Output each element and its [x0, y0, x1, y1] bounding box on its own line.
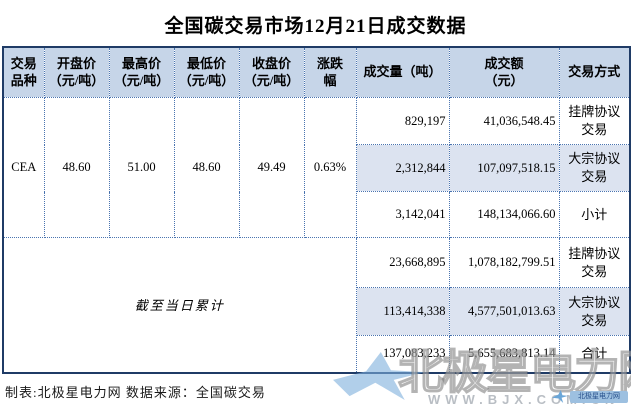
cell-method: 大宗协议交易 [558, 287, 631, 336]
source-attribution: 制表:北极星电力网 数据来源：全国碳交易 [5, 385, 266, 400]
cell-method: 挂牌协议交易 [558, 237, 631, 288]
cell-amount: 5,655,683,813.14 [448, 335, 560, 373]
cell-low-price: 48.60 [173, 97, 240, 238]
page-title: 全国碳交易市场12月21日成交数据 [164, 16, 467, 37]
cell-variety: CEA [2, 97, 45, 238]
header-low-price: 最低价 （元/吨） [173, 46, 240, 98]
cell-open-price: 48.60 [43, 97, 110, 238]
header-variety: 交易 品种 [2, 46, 45, 98]
header-close-price: 收盘价 （元/吨） [238, 46, 305, 98]
cell-method: 大宗协议交易 [558, 144, 631, 192]
header-volume: 成交量（吨） [355, 46, 450, 98]
cell-volume: 829,197 [355, 97, 450, 145]
cell-amount: 41,036,548.45 [448, 97, 560, 145]
cell-cumulative-label: 截至当日累计 [2, 237, 357, 373]
bjx-mini-logo-text: 北极星电力网 [570, 390, 628, 403]
cell-high-price: 51.00 [108, 97, 175, 238]
table-row: CEA 48.60 51.00 48.60 49.49 0.63% 829,19… [2, 97, 631, 238]
cell-amount: 4,577,501,013.63 [448, 287, 560, 336]
cell-change: 0.63% [303, 97, 357, 238]
cell-total-label: 合计 [558, 335, 631, 373]
cell-amount: 1,078,182,799.51 [448, 237, 560, 288]
bjx-mini-logo: 北极星电力网 [552, 390, 628, 403]
header-change: 涨跌 幅 [303, 46, 357, 98]
cell-amount: 107,097,518.15 [448, 144, 560, 192]
bjx-watermark-url: WWW.BJX.COM.CN [428, 392, 620, 407]
cell-subtotal-label: 小计 [558, 191, 631, 238]
table-row: 3,142,041 148,134,066.60 小计 [3, 191, 631, 238]
table-row-highlighted: 2,312,844 107,097,518.15 大宗协议交易 [3, 144, 631, 192]
header-open-price: 开盘价 （元/吨） [43, 46, 110, 98]
bjx-star-icon [552, 390, 568, 403]
cell-volume: 3,142,041 [355, 191, 450, 238]
cell-volume: 137,083,233 [355, 335, 450, 373]
cell-close-price: 49.49 [238, 97, 305, 238]
cell-method: 挂牌协议交易 [558, 97, 631, 145]
cell-amount: 148,134,066.60 [448, 191, 560, 238]
table-row-highlighted: 113,414,338 4,577,501,013.63 大宗协议交易 [3, 287, 631, 336]
table-row: 137,083,233 5,655,683,813.14 合计 [3, 335, 631, 373]
carbon-trading-table: 交易 品种 开盘价 （元/吨） 最高价 （元/吨） 最低价 （元/吨） 收盘价 … [2, 46, 631, 374]
cell-volume: 113,414,338 [355, 287, 450, 336]
header-row: 交易 品种 开盘价 （元/吨） 最高价 （元/吨） 最低价 （元/吨） 收盘价 … [2, 46, 631, 98]
header-high-price: 最高价 （元/吨） [108, 46, 175, 98]
cell-volume: 23,668,895 [355, 237, 450, 288]
header-amount: 成交额 （元） [448, 46, 560, 98]
table-row: 截至当日累计 23,668,895 1,078,182,799.51 挂牌协议交… [2, 237, 631, 373]
header-method: 交易方式 [558, 46, 631, 98]
cell-volume: 2,312,844 [355, 144, 450, 192]
